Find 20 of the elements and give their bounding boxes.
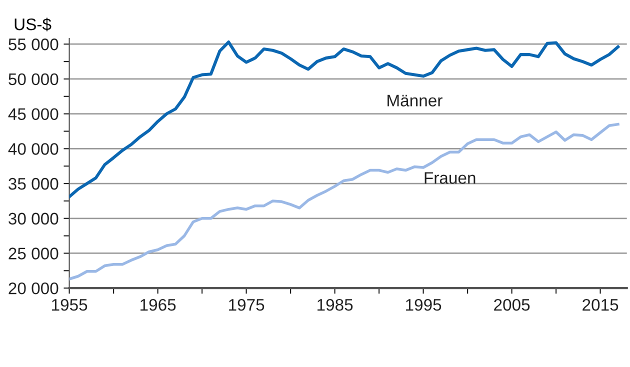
- line-series: [69, 40, 620, 198]
- y-tick-label: 35 000: [8, 178, 58, 190]
- x-tick-label: 1965: [140, 298, 176, 311]
- y-tick-label: 40 000: [8, 143, 58, 155]
- line-series: [69, 122, 620, 280]
- x-tick-label: 2005: [494, 298, 530, 311]
- x-tick-label: 1995: [406, 298, 442, 311]
- x-tick-label: 2015: [582, 298, 618, 311]
- y-tick-label: 25 000: [8, 248, 58, 260]
- y-tick-label: 45 000: [8, 108, 58, 120]
- x-tick-label: 1955: [52, 298, 88, 311]
- series-label: Männer: [388, 94, 442, 106]
- y-axis-title: US-$: [14, 18, 52, 32]
- y-tick-label: 30 000: [8, 212, 58, 225]
- x-tick-label: 1985: [318, 298, 353, 311]
- y-tick-label: 20 000: [8, 282, 58, 294]
- x-tick-label: 1975: [229, 298, 264, 311]
- y-tick-label: 55 000: [8, 38, 58, 50]
- series-label: Frauen: [424, 172, 476, 184]
- y-tick-label: 50 000: [8, 73, 58, 86]
